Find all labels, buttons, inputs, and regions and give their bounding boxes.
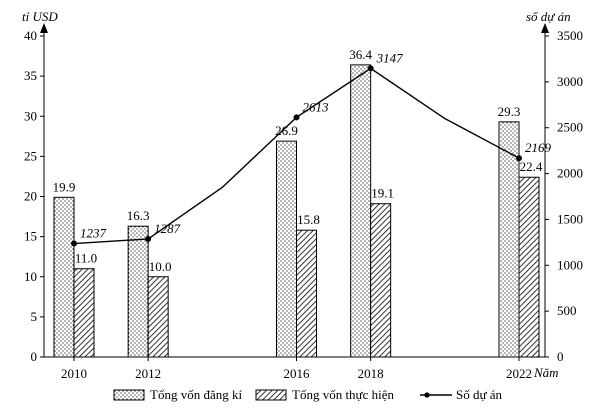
y-axis-left-arrow — [40, 23, 48, 33]
line-point-label: 1287 — [154, 221, 181, 236]
bar-registered-label: 36.4 — [349, 47, 372, 62]
y-axis-right-title: số dự án — [526, 9, 571, 24]
y-left-tick-label: 40 — [24, 28, 37, 43]
legend-marker-projects — [424, 392, 430, 398]
line-point-label: 3147 — [376, 50, 404, 65]
line-point — [293, 114, 300, 121]
line-point — [71, 240, 77, 247]
y-right-tick-label: 0 — [557, 349, 564, 364]
y-left-tick-label: 10 — [24, 269, 37, 284]
line-point-label: 2613 — [303, 99, 330, 114]
y-left-tick-label: 25 — [24, 148, 37, 163]
x-tick-label: 2022 — [506, 366, 532, 381]
line-point-label: 1237 — [80, 226, 107, 241]
x-tick-label: 2012 — [135, 366, 161, 381]
bar-registered — [350, 64, 372, 358]
bar-implemented-label: 10.0 — [149, 259, 172, 274]
line-point — [367, 65, 374, 72]
y-left-tick-label: 5 — [31, 309, 38, 324]
bar-registered — [276, 140, 297, 358]
x-tick-label: 2010 — [61, 366, 87, 381]
legend-swatch-registered — [113, 389, 145, 401]
x-tick-label: 2018 — [358, 366, 384, 381]
bar-registered-label: 29.3 — [498, 104, 521, 119]
y-left-tick-label: 15 — [24, 229, 37, 244]
bars — [53, 64, 540, 358]
legend: Tổng vốn đăng kí Tổng vốn thực hiện Số dự … — [113, 387, 503, 402]
bar-implemented — [147, 276, 169, 358]
legend-label-registered: Tổng vốn đăng kí — [150, 387, 242, 402]
bar-implemented-label: 11.0 — [75, 251, 97, 266]
y-right-tick-label: 3500 — [557, 28, 583, 43]
axes: 0 5 10 15 20 25 30 35 40 0 500 1000 1500 2000 2500 3000… — [22, 9, 583, 381]
line-series — [71, 65, 522, 247]
y-left-tick-label: 35 — [24, 68, 37, 83]
bar-registered — [127, 225, 149, 358]
legend-label-implemented: Tổng vốn thực hiện — [292, 387, 395, 402]
y-right-tick-label: 1500 — [557, 211, 583, 226]
y-right-tick-label: 1000 — [557, 257, 583, 272]
bar-registered-label: 26.9 — [275, 123, 298, 138]
y-right-tick-label: 2500 — [557, 120, 583, 135]
bar-registered-label: 16.3 — [127, 208, 150, 223]
line-point — [145, 235, 152, 242]
y-right-tick-label: 2000 — [557, 166, 583, 181]
y-left-tick-label: 30 — [24, 108, 37, 123]
bar-registered — [53, 196, 75, 358]
bar-implemented — [296, 229, 317, 358]
legend-label-projects: Số dự án — [456, 387, 503, 402]
x-axis-title: Năm — [533, 365, 559, 380]
y-axis-right-arrow — [541, 23, 549, 33]
bar-implemented — [73, 268, 95, 358]
data-labels: 19.9 16.3 26.9 36.4 29.3 11.0 10.0 15.8 19.1 22.4… — [53, 47, 552, 274]
y-right-tick-label: 3000 — [557, 74, 583, 89]
x-tick-label: 2016 — [284, 366, 311, 381]
bar-implemented-label: 19.1 — [371, 186, 394, 201]
bar-implemented-label: 15.8 — [297, 212, 320, 227]
y-left-tick-label: 0 — [31, 349, 38, 364]
y-left-tick-label: 20 — [24, 189, 37, 204]
y-right-tick-label: 500 — [557, 303, 577, 318]
y-axis-left-title: tỉ USD — [22, 9, 58, 24]
bar-implemented-label: 22.4 — [520, 159, 543, 174]
bar-implemented — [370, 203, 392, 358]
legend-swatch-implemented — [255, 389, 287, 401]
bar-implemented — [518, 176, 540, 358]
line-point — [516, 155, 522, 162]
bar-registered-label: 19.9 — [53, 179, 76, 194]
line-point-label: 2169 — [525, 140, 552, 155]
